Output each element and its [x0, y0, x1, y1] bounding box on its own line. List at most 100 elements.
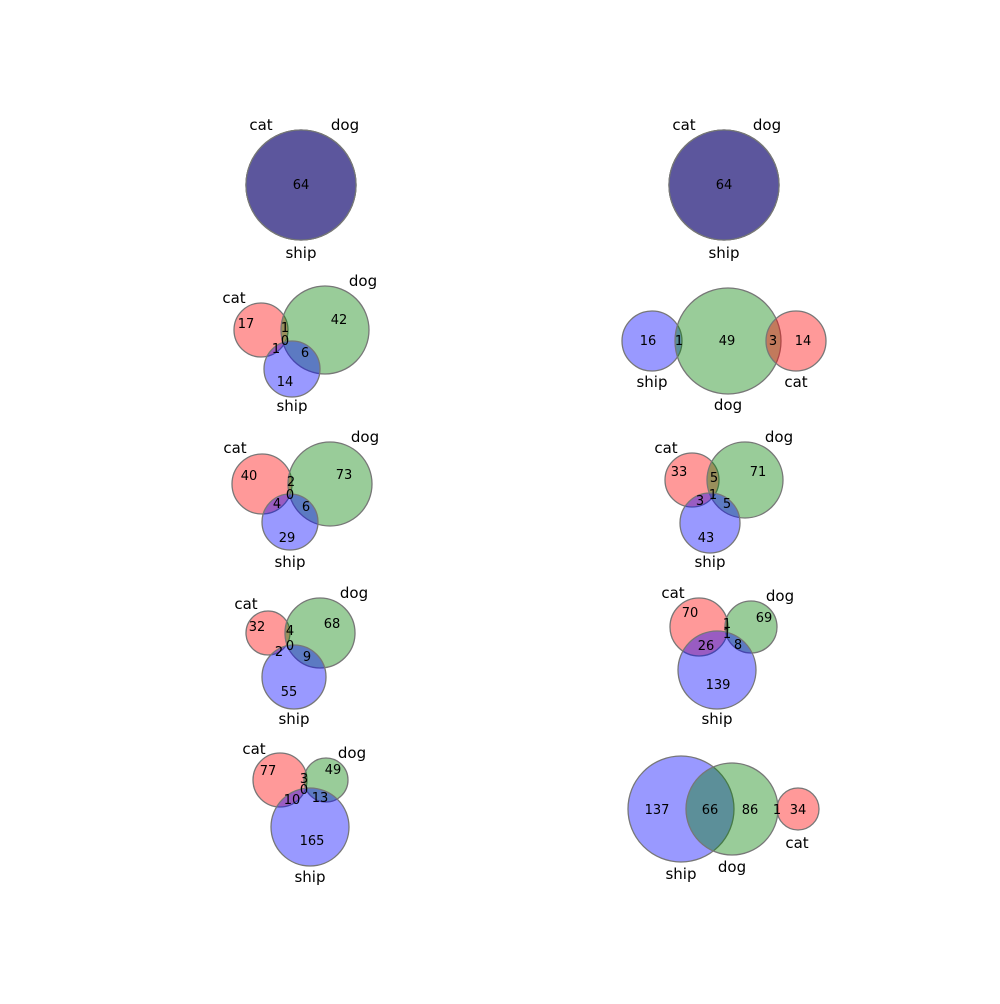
set-label-cat: cat: [661, 584, 684, 602]
set-label-dog: dog: [351, 428, 379, 446]
region-count-label: 40: [241, 469, 258, 484]
set-label-cat: cat: [249, 116, 272, 134]
region-count-label: 1: [723, 627, 731, 642]
set-label-cat: cat: [223, 439, 246, 457]
venn-circle-ship: [261, 644, 327, 710]
region-count-label: 10: [284, 793, 301, 808]
set-label-cat: cat: [234, 595, 257, 613]
venn-circle-ship: [621, 310, 683, 372]
venn-panel-7: cat dog ship 32 68 402 9 55: [234, 584, 368, 728]
region-count-label: 8: [734, 638, 742, 653]
set-label-dog: dog: [349, 272, 377, 290]
region-count-label: 3: [769, 334, 777, 349]
set-label-dog: dog: [718, 858, 746, 876]
region-count-label: 1: [281, 321, 289, 336]
set-label-ship: ship: [274, 553, 305, 571]
venn-circle-ship: [627, 755, 735, 863]
venn-circle-dog: [706, 441, 784, 519]
venn-circle-ship: [245, 129, 357, 241]
region-count-label: 6: [301, 346, 309, 361]
region-count-label: 16: [640, 334, 657, 349]
region-count-label: 70: [682, 606, 699, 621]
set-label-ship: ship: [278, 710, 309, 728]
region-count-label: 9: [303, 650, 311, 665]
venn-circle-dog: [724, 600, 778, 654]
venn-panel-2: cat dog ship 64: [668, 116, 781, 262]
region-count-label: 66: [702, 803, 719, 818]
region-count-label: 17: [238, 317, 255, 332]
venn-circle-cat: [252, 752, 308, 808]
region-count-label: 4: [286, 624, 294, 639]
set-label-ship: ship: [276, 397, 307, 415]
venn-circle-dog: [280, 285, 370, 375]
set-label-cat: cat: [222, 289, 245, 307]
region-count-label: 165: [300, 834, 325, 849]
venn-circle-ship: [261, 493, 319, 551]
region-count-label: 68: [324, 617, 341, 632]
venn-circle-ship: [677, 630, 757, 710]
set-label-dog: dog: [338, 744, 366, 762]
region-count-label: 49: [325, 763, 342, 778]
region-count-label: 1: [773, 803, 781, 818]
set-label-ship: ship: [665, 865, 696, 883]
venn-circle-ship: [270, 787, 350, 867]
venn-circle-dog: [685, 762, 779, 856]
venn-circle-cat: [776, 787, 820, 831]
set-label-cat: cat: [654, 439, 677, 457]
region-count-label: 77: [260, 764, 277, 779]
venn-circle-cat: [231, 453, 293, 515]
set-label-ship: ship: [285, 244, 316, 262]
venn-circle-cat: [669, 597, 729, 657]
set-label-dog: dog: [765, 428, 793, 446]
set-label-dog: dog: [766, 587, 794, 605]
set-label-dog: dog: [753, 116, 781, 134]
set-label-dog: dog: [714, 396, 742, 414]
region-count-label: 0: [300, 783, 308, 798]
set-label-ship: ship: [708, 244, 739, 262]
venn-panel-10: ship dog cat 137 66 86 1 34: [627, 755, 820, 883]
region-count-label: 26: [698, 639, 715, 654]
region-count-label: 14: [277, 375, 294, 390]
region-count-label: 4: [273, 497, 281, 512]
set-label-dog: dog: [331, 116, 359, 134]
set-label-cat: cat: [672, 116, 695, 134]
venn-panel-1: cat dog ship 64: [245, 116, 359, 262]
venn-circle-ship: [679, 492, 741, 554]
region-count-label: 29: [279, 531, 296, 546]
region-count-label: 13: [312, 791, 329, 806]
region-count-label: 14: [795, 334, 812, 349]
region-count-label: 64: [716, 178, 733, 193]
set-label-ship: ship: [636, 373, 667, 391]
venn-panel-8: cat dog ship 70 69 11 26 8 139: [661, 584, 794, 728]
region-count-label: 71: [750, 465, 767, 480]
region-count-label: 64: [293, 178, 310, 193]
region-count-label: 32: [249, 620, 266, 635]
region-count-label: 1: [272, 342, 280, 357]
set-label-cat: cat: [785, 834, 808, 852]
region-count-label: 73: [336, 468, 353, 483]
region-count-label: 86: [742, 803, 759, 818]
region-count-label: 1: [723, 617, 731, 632]
region-count-label: 3: [696, 494, 704, 509]
region-count-label: 55: [281, 685, 298, 700]
venn-circle-dog: [674, 287, 782, 395]
venn-circle-dog: [303, 757, 349, 803]
region-count-label: 42: [331, 313, 348, 328]
venn-circle-cat: [233, 302, 289, 358]
region-count-label: 0: [286, 488, 294, 503]
region-count-label: 137: [645, 803, 670, 818]
region-count-label: 3: [300, 772, 308, 787]
set-label-ship: ship: [294, 868, 325, 886]
region-count-label: 33: [671, 465, 688, 480]
venn-circle-cat: [245, 610, 291, 656]
region-count-label: 5: [723, 497, 731, 512]
region-count-label: 2: [287, 475, 295, 490]
region-count-label: 0: [281, 334, 289, 349]
set-label-ship: ship: [701, 710, 732, 728]
region-count-label: 1: [709, 488, 717, 503]
venn-circle-ship: [668, 129, 780, 241]
